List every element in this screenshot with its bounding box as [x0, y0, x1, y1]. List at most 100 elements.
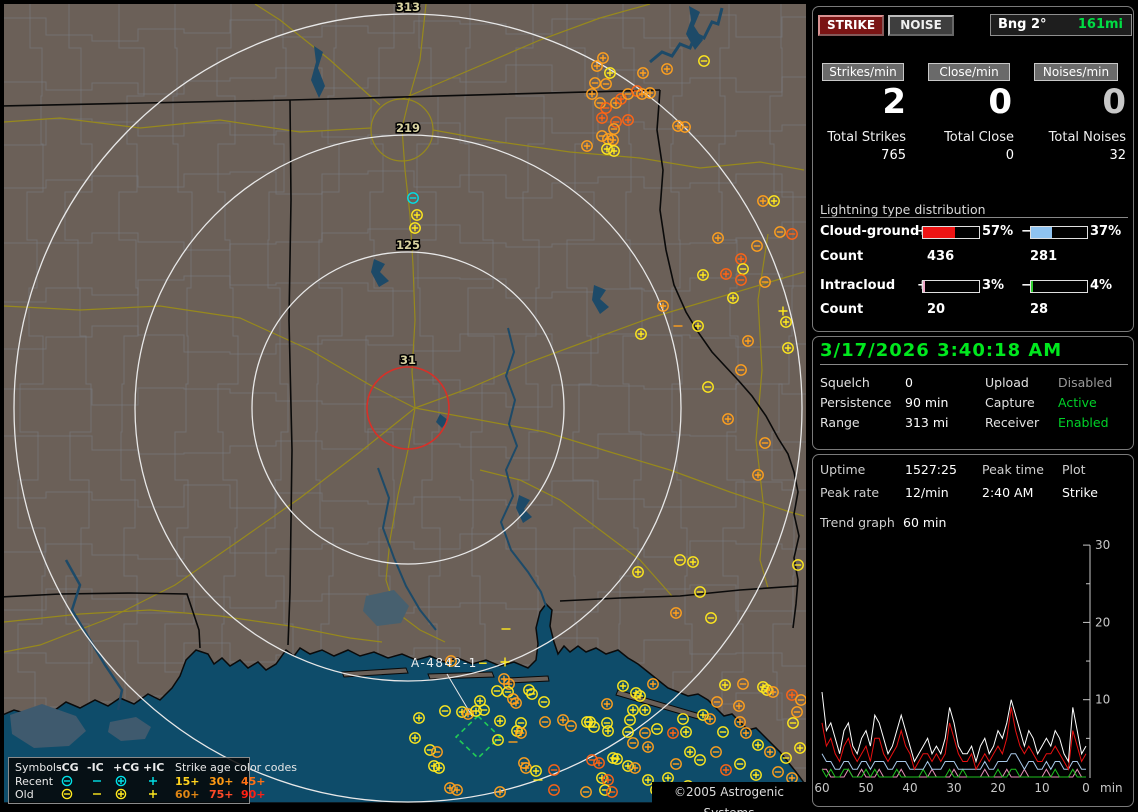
- strike-symbol: [719, 679, 731, 691]
- peak-time-header: Peak time: [982, 462, 1044, 477]
- strike-symbol: [702, 381, 714, 393]
- strike-symbol: [538, 696, 550, 708]
- peak-rate-value: 12/min: [905, 485, 949, 500]
- strike-symbol: [705, 612, 717, 624]
- strike-symbol: [684, 746, 696, 758]
- range-rings: [13, 13, 803, 803]
- strike-symbol: [586, 88, 598, 100]
- legend-age-90: 90+: [241, 788, 266, 801]
- ic-count-label: Count: [820, 302, 864, 317]
- peak-time-value: 2:40 AM: [982, 485, 1034, 500]
- strike-button[interactable]: STRIKE: [818, 15, 884, 36]
- strike-symbol: [606, 786, 618, 798]
- strike-symbol: [608, 145, 620, 157]
- strike-symbol: [600, 102, 612, 114]
- strike-symbol: [596, 112, 608, 124]
- strikes-per-min-button[interactable]: Strikes/min: [822, 63, 904, 81]
- svg-text:50: 50: [858, 781, 873, 795]
- noises-per-min-button[interactable]: Noises/min: [1034, 63, 1118, 81]
- strike-symbol: [791, 706, 803, 718]
- strike-symbol: [492, 734, 504, 746]
- strike-symbols: [407, 52, 806, 803]
- strike-symbol: [407, 192, 419, 204]
- upload-status: Disabled: [1058, 375, 1113, 390]
- strike-symbol: [651, 723, 663, 735]
- strike-symbol: [456, 706, 468, 718]
- close-per-min-value: 0: [988, 82, 1012, 122]
- strike-symbol: [697, 269, 709, 281]
- cg-plus-bar: [922, 226, 980, 239]
- strike-symbol: [737, 263, 749, 275]
- svg-text:10: 10: [1034, 781, 1049, 795]
- legend-header-nic: -IC: [87, 761, 104, 774]
- strike-symbol: [712, 232, 724, 244]
- storm-cell-marker[interactable]: [454, 714, 502, 760]
- strike-symbol: [698, 55, 710, 67]
- storm-cell-label: A-4842-1−: [411, 656, 490, 670]
- strike-symbol: [622, 114, 634, 126]
- strike-symbol: [740, 727, 752, 739]
- trend-graph-window: 60 min: [903, 515, 947, 530]
- squelch-value: 0: [905, 375, 913, 390]
- svg-text:0: 0: [1082, 781, 1090, 795]
- datetime-display: 3/17/2026 3:40:18 AM: [820, 340, 1063, 361]
- strike-symbol: [510, 697, 522, 709]
- strike-symbol: [565, 720, 577, 732]
- legend-recent-symbols: [61, 775, 157, 787]
- total-close-value: 0: [1005, 148, 1014, 163]
- strike-symbol: [795, 694, 806, 706]
- legend-age-title: Strike age color codes: [175, 761, 297, 774]
- strike-symbol: [733, 700, 745, 712]
- strikes-per-min-value: 2: [882, 82, 906, 122]
- total-noises-value: 32: [1109, 148, 1126, 163]
- upload-label: Upload: [985, 375, 1029, 390]
- ic-plus-bar-fill: [923, 281, 925, 292]
- close-per-min-button[interactable]: Close/min: [928, 63, 1010, 81]
- legend-row-old-label: Old: [15, 788, 34, 801]
- range-label: Range: [820, 415, 860, 430]
- strike-symbol: [751, 240, 763, 252]
- range-value: 313 mi: [905, 415, 949, 430]
- strike-symbol: [518, 757, 530, 769]
- strike-symbol: [780, 752, 792, 764]
- strike-symbol: [580, 786, 592, 798]
- legend-age-45: 45+: [241, 775, 266, 788]
- strike-symbol: [786, 228, 798, 240]
- noise-button[interactable]: NOISE: [888, 15, 954, 36]
- cg-plus-pct: 57%: [982, 224, 1014, 239]
- strike-symbol: [644, 87, 656, 99]
- strike-symbol: [778, 306, 788, 316]
- ring-distance-labels: 313 219 125 31: [394, 0, 421, 369]
- plot-mode-value: Strike: [1062, 485, 1098, 500]
- trend-graph: 10 20 30 60 50 40 30 20 10 0 min: [814, 538, 1122, 795]
- strike-symbol: [720, 764, 732, 776]
- strike-symbol: [409, 222, 421, 234]
- strike-symbol: [647, 678, 659, 690]
- strike-symbol: [617, 680, 629, 692]
- trend-graph-label: Trend graph: [820, 515, 895, 530]
- cg-plus-bar-fill: [923, 227, 955, 238]
- svg-text:20: 20: [990, 781, 1005, 795]
- distribution-title: Lightning type distribution: [820, 202, 986, 217]
- strike-symbol: [596, 772, 608, 784]
- counters-box: [812, 6, 1134, 332]
- strike-symbol: [530, 765, 542, 777]
- strike-symbol: [734, 758, 746, 770]
- strike-symbol: [470, 705, 482, 717]
- map-canvas[interactable]: 313 219 125 31: [0, 0, 806, 812]
- trend-box: [812, 454, 1134, 807]
- strike-symbol: [642, 741, 654, 753]
- ring-label-31: 31: [400, 353, 416, 367]
- strike-symbol: [679, 121, 691, 133]
- strike-symbol: [674, 554, 686, 566]
- strike-symbol: [637, 67, 649, 79]
- ring-label-313: 313: [396, 0, 420, 14]
- strike-symbol: [694, 754, 706, 766]
- strike-symbol: [494, 715, 506, 727]
- strike-symbol: [692, 320, 704, 332]
- strike-symbol: [600, 78, 612, 90]
- strike-symbol: [657, 300, 669, 312]
- strike-symbol: [515, 727, 527, 739]
- strike-symbol: [601, 698, 613, 710]
- strike-symbol: [735, 274, 747, 286]
